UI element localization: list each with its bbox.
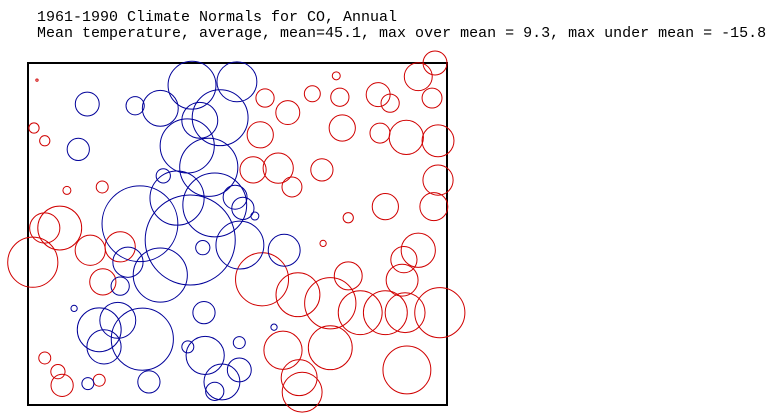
- station-circle: [307, 325, 353, 371]
- station-circle: [110, 276, 130, 296]
- station-circle: [275, 100, 301, 126]
- station-circle: [380, 93, 400, 113]
- station-circle: [7, 236, 59, 288]
- station-circle: [89, 268, 117, 296]
- station-circle: [191, 89, 249, 147]
- station-circle: [29, 212, 61, 244]
- station-circle: [421, 124, 455, 158]
- station-circle: [403, 62, 433, 92]
- station-circle: [104, 231, 136, 263]
- station-circle: [421, 87, 443, 109]
- station-circle: [255, 88, 275, 108]
- station-circle: [371, 193, 399, 221]
- station-circle: [263, 330, 303, 370]
- station-circle: [50, 373, 74, 397]
- station-circle: [132, 247, 188, 303]
- station-circle: [388, 119, 424, 155]
- station-circle: [182, 172, 248, 238]
- station-circle: [28, 122, 40, 134]
- station-circle: [149, 170, 205, 226]
- station-circle: [76, 307, 122, 353]
- station-circle: [328, 114, 356, 142]
- station-circle: [99, 301, 137, 339]
- station-circle: [62, 185, 72, 195]
- station-circle: [195, 240, 211, 256]
- state-boundary: [27, 62, 448, 406]
- station-circle: [262, 152, 294, 184]
- station-circle: [422, 50, 448, 76]
- station-circle: [222, 184, 248, 210]
- station-circle: [39, 135, 51, 147]
- station-circle: [137, 370, 161, 394]
- station-circle: [70, 304, 78, 313]
- station-circle: [232, 336, 246, 350]
- station-circle: [74, 91, 100, 117]
- station-circle: [179, 137, 239, 197]
- station-circle: [37, 205, 83, 251]
- chart-subtitle: Mean temperature, average, mean=45.1, ma…: [37, 25, 766, 42]
- station-circle: [141, 89, 179, 127]
- station-circle: [38, 351, 52, 365]
- station-circle: [275, 272, 321, 318]
- station-circle: [422, 164, 454, 196]
- station-circle: [144, 194, 236, 286]
- station-circle: [250, 211, 260, 221]
- station-circle: [280, 359, 318, 397]
- station-circle: [125, 96, 145, 116]
- station-circle: [382, 345, 432, 395]
- station-circle: [35, 78, 39, 82]
- station-circle: [66, 137, 90, 161]
- station-circle: [74, 234, 106, 266]
- station-circle: [192, 301, 216, 325]
- station-circle: [159, 118, 215, 174]
- station-circle: [319, 239, 327, 248]
- station-circle: [400, 232, 436, 268]
- station-circle: [281, 176, 303, 198]
- station-circle: [205, 381, 225, 401]
- station-circle: [414, 287, 466, 339]
- station-circle: [419, 192, 449, 222]
- station-circle: [215, 220, 265, 270]
- station-circle: [216, 61, 258, 103]
- station-circle: [304, 277, 357, 330]
- station-circle: [384, 292, 426, 334]
- station-circle: [267, 233, 301, 267]
- station-circle: [110, 307, 174, 371]
- station-circle: [235, 252, 290, 307]
- station-circle: [50, 364, 66, 380]
- station-circle: [330, 87, 350, 107]
- station-circle: [270, 323, 278, 331]
- station-circle: [155, 168, 171, 184]
- station-circle: [385, 263, 419, 297]
- station-circle: [181, 340, 195, 354]
- station-circle: [181, 101, 219, 139]
- station-circle: [390, 246, 418, 274]
- station-circle: [101, 185, 179, 263]
- station-circle: [362, 290, 408, 336]
- station-circle: [369, 122, 391, 144]
- station-circle: [281, 371, 323, 413]
- station-circle: [86, 329, 122, 365]
- station-circle: [167, 60, 217, 110]
- station-circle: [310, 158, 334, 182]
- station-circle: [365, 82, 391, 108]
- chart-title: 1961-1990 Climate Normals for CO, Annual: [37, 9, 397, 26]
- station-circle: [337, 290, 383, 336]
- station-circle: [303, 85, 321, 103]
- station-circle: [333, 261, 363, 291]
- station-circle: [112, 246, 144, 278]
- station-circle: [226, 357, 252, 383]
- station-circle: [331, 71, 341, 81]
- station-circle: [342, 212, 354, 224]
- station-circle: [92, 373, 106, 387]
- station-circle: [95, 180, 109, 194]
- station-circle: [185, 335, 225, 376]
- station-circle: [81, 377, 95, 391]
- station-circle: [239, 156, 267, 184]
- station-circle: [203, 363, 241, 401]
- station-circle: [246, 121, 274, 149]
